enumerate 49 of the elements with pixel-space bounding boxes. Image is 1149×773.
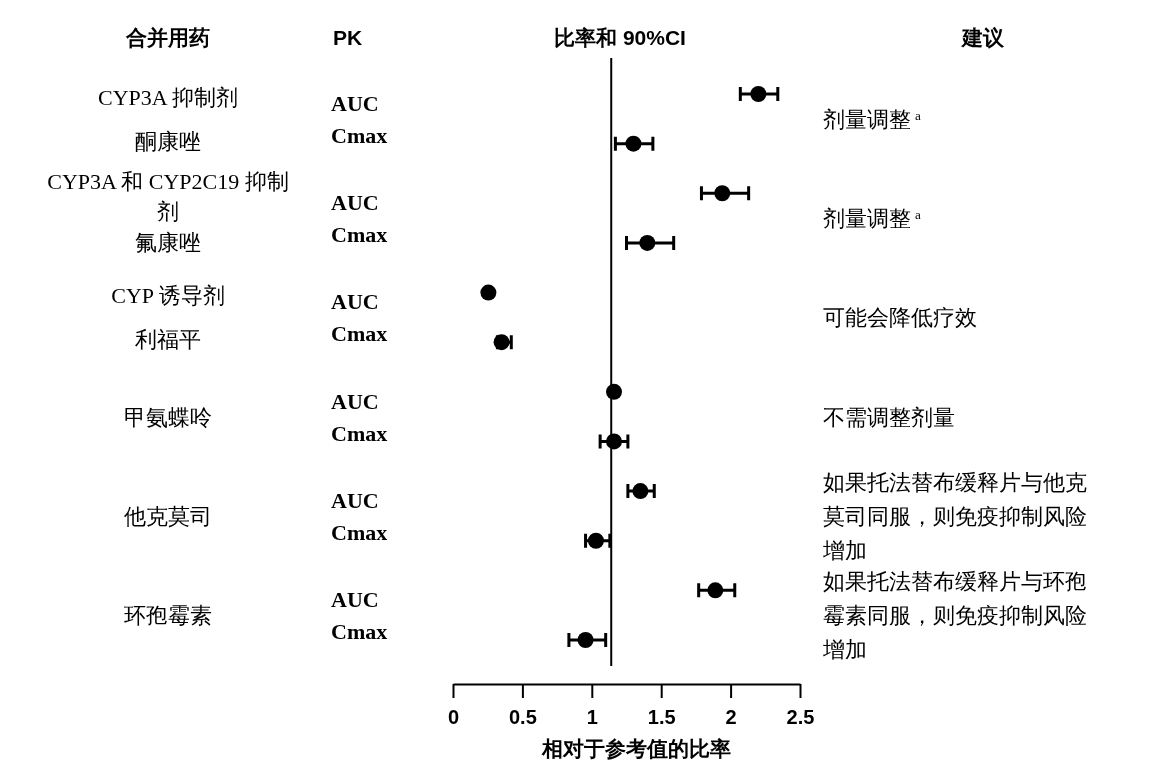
point [577, 632, 594, 648]
x-tick-label: 2 [725, 706, 737, 729]
x-tick-label: 0.5 [508, 706, 537, 729]
text: AUC [331, 587, 379, 613]
x-tick-label: 1.5 [647, 706, 676, 729]
text: Cmax [331, 321, 388, 347]
x-axis-title: 相对于参考值的比率 [541, 737, 731, 760]
text: AUC [331, 190, 379, 216]
x-tick-label: 2.5 [786, 706, 815, 729]
text: Cmax [331, 420, 388, 446]
point [632, 483, 649, 500]
point [480, 284, 497, 301]
text: Cmax [331, 122, 388, 148]
point [707, 582, 724, 599]
text: 氟康唑 [135, 230, 201, 256]
point [606, 433, 623, 450]
chart-title: 比率和 90%CI [554, 26, 686, 49]
point [750, 86, 767, 102]
text: Cmax [331, 619, 388, 645]
text: 剂量调整$^{a}$ [823, 206, 921, 232]
text: AUC [331, 487, 379, 513]
text: AUC [331, 289, 379, 315]
text: CYP3A 和 CYP2C19 抑制剂 [47, 169, 289, 225]
text: AUC [331, 388, 379, 414]
text: 可能会降低疗效 [823, 305, 977, 331]
text: 他克莫司 [124, 503, 212, 529]
text: 剂量调整$^{a}$ [823, 106, 921, 132]
text: 利福平 [135, 327, 201, 353]
text: 合并用药 [125, 26, 210, 49]
text: 甲氨蝶呤 [124, 404, 212, 430]
point [625, 135, 642, 152]
text: 酮康唑 [135, 128, 201, 154]
text: AUC [331, 90, 379, 116]
text: 如果托法替布缓释片与环孢霉素同服，则免疫抑制风险增加 [822, 569, 1087, 663]
point [587, 532, 604, 549]
text: CYP 诱导剂 [111, 283, 225, 309]
point [714, 185, 731, 202]
x-tick-label: 1 [586, 706, 598, 729]
text: CYP3A 抑制剂 [98, 84, 238, 110]
x-tick-label: 0 [447, 706, 460, 729]
text: PK [333, 26, 363, 49]
point [606, 383, 623, 400]
text: Cmax [331, 222, 388, 248]
text: Cmax [331, 519, 388, 545]
text: 环孢霉素 [124, 603, 212, 629]
text: 不需调整剂量 [823, 404, 955, 430]
text: 如果托法替布缓释片与他克莫司同服，则免疫抑制风险增加 [822, 469, 1087, 563]
text: 建议 [960, 26, 1005, 49]
point [639, 234, 656, 251]
